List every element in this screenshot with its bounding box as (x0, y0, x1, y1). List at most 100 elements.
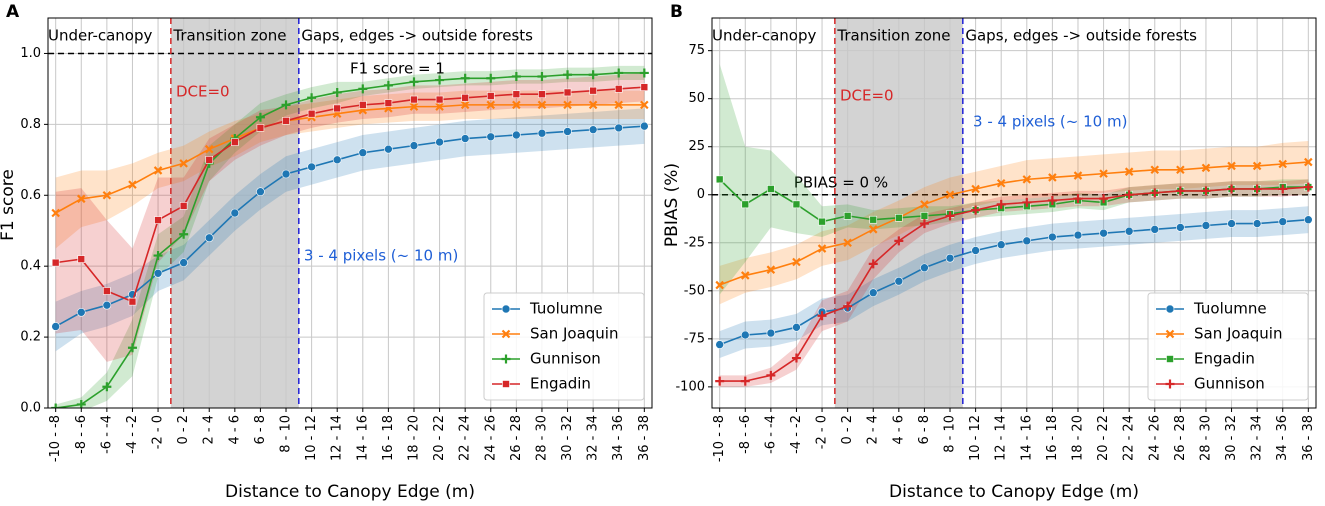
marker (1124, 190, 1134, 200)
marker (563, 70, 573, 80)
marker (1099, 228, 1108, 238)
legend-label: Gunnison (1194, 375, 1265, 393)
y-tick-label: 1.0 (20, 46, 41, 61)
annotation: 3 - 4 pixels (~ 10 m) (304, 247, 458, 265)
marker (435, 75, 445, 85)
marker (894, 276, 904, 286)
annotation: Transition zone (172, 27, 286, 45)
marker (230, 208, 240, 218)
marker (715, 376, 725, 386)
x-tick-label: 34 - 36 (611, 415, 626, 461)
marker (502, 380, 510, 388)
panel-label: B (670, 2, 683, 22)
legend-label: Tuolumne (529, 300, 603, 318)
marker (740, 330, 750, 340)
x-tick-label: 12 - 14 (994, 415, 1009, 461)
confidence-band (719, 140, 1309, 305)
y-tick-label: -50 (684, 283, 705, 298)
marker (537, 100, 547, 110)
marker (435, 102, 444, 111)
marker (868, 288, 878, 298)
marker (869, 215, 878, 224)
marker (1047, 196, 1057, 206)
marker (792, 257, 801, 267)
marker (1176, 165, 1185, 175)
marker (715, 340, 724, 349)
x-tick-label: 8 - 10 (279, 415, 294, 453)
marker (1099, 169, 1108, 178)
marker (205, 156, 214, 164)
x-tick-label: 12 - 14 (330, 415, 345, 461)
marker (589, 86, 597, 95)
marker (501, 329, 511, 339)
plot-frame (47, 17, 653, 409)
marker (1278, 159, 1288, 169)
marker (1201, 186, 1211, 196)
x-tick-label: -2 - 0 (151, 415, 166, 449)
marker (1124, 226, 1134, 236)
x-tick-label: 18 - 20 (1070, 415, 1085, 461)
x-tick-label: 20 - 22 (1096, 415, 1111, 461)
x-tick-label: 16 - 18 (381, 415, 396, 461)
reference-label: PBIAS = 0 % (794, 174, 888, 192)
marker (971, 246, 980, 255)
marker (51, 322, 60, 331)
x-tick-label: -10 - -8 (48, 415, 63, 462)
annotation: Gaps, edges -> outside forests (965, 27, 1197, 45)
marker (1227, 219, 1236, 228)
marker (1150, 188, 1160, 198)
y-tick-label: 0.2 (20, 330, 41, 345)
marker (153, 166, 163, 175)
x-tick-label: 6 - 8 (917, 415, 932, 445)
annotation: DCE=0 (840, 87, 894, 105)
x-tick-label: 36 - 38 (637, 415, 652, 461)
marker (153, 268, 163, 278)
y-tick-label: -75 (684, 331, 705, 346)
marker (512, 90, 521, 99)
marker (512, 100, 521, 110)
legend-label: Gunnison (530, 350, 601, 368)
panel: 0.0 0.2 0.4 0.6 0.8 1.0 -10 - -8 -8 - -6 -6 - -4… (0, 2, 653, 502)
marker (179, 159, 188, 168)
marker (512, 130, 521, 140)
x-tick-label: 2 - 4 (202, 415, 217, 445)
marker (640, 83, 649, 91)
marker (1252, 219, 1262, 228)
x-tick-label: 8 - 10 (943, 415, 958, 453)
marker (1022, 197, 1032, 207)
marker (103, 287, 111, 295)
x-tick-label: 14 - 16 (355, 415, 370, 461)
marker (894, 236, 904, 246)
marker (1278, 184, 1288, 194)
marker (766, 265, 776, 274)
marker (460, 100, 470, 110)
marker (843, 212, 852, 220)
marker (1073, 194, 1083, 204)
marker (640, 100, 649, 110)
marker (76, 399, 86, 408)
x-tick-label: 4 - 6 (227, 415, 242, 445)
x-tick-label: -10 - -8 (712, 415, 727, 462)
marker (410, 95, 418, 104)
x-tick-label: 22 - 24 (1122, 415, 1137, 461)
y-tick-label: 75 (688, 43, 705, 58)
marker (332, 155, 342, 165)
marker (920, 200, 929, 209)
confidence-band (719, 206, 1309, 359)
marker (996, 199, 1006, 209)
marker (1304, 157, 1313, 167)
marker (76, 194, 86, 204)
annotation: Under-canopy (712, 27, 817, 45)
marker (971, 205, 981, 215)
marker (179, 258, 188, 267)
marker (256, 187, 265, 197)
marker (77, 255, 86, 263)
marker (1165, 379, 1175, 389)
marker (818, 217, 826, 226)
marker (128, 297, 137, 306)
marker (358, 84, 368, 94)
x-tick-label: 24 - 26 (483, 415, 498, 461)
x-tick-label: 28 - 30 (534, 415, 549, 461)
x-tick-label: -4 - -2 (125, 415, 140, 454)
